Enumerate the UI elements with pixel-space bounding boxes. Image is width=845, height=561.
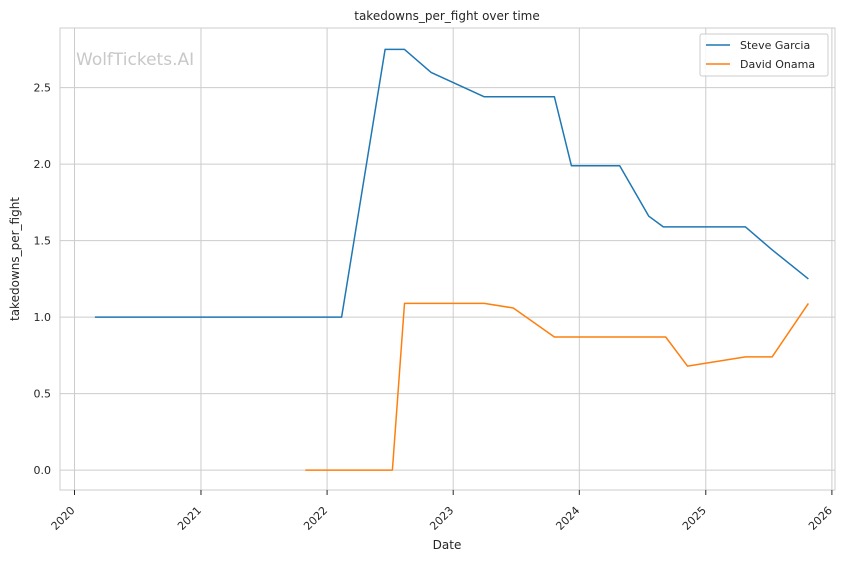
y-tick-label: 1.0 [34,311,52,324]
series-line-david-onama [305,302,810,471]
axis-ticks: 0.0 0.5 1.0 1.5 2.0 2.5 2020 2021 2022 2023 2024 20… [34,82,836,533]
watermark-text: WolfTickets.AI [76,50,194,70]
legend: Steve Garcia David Onama [699,33,829,77]
y-axis-title: takedowns_per_fight [8,197,22,321]
x-tick-label: 2025 [680,504,709,533]
series-lines [94,48,810,471]
x-tick-label: 2026 [806,504,835,533]
y-tick-label: 1.5 [34,235,52,248]
x-tick-label: 2021 [175,504,204,533]
y-tick-label: 2.0 [34,158,52,171]
y-tick-label: 2.5 [34,82,52,95]
plot-frame [59,27,836,491]
legend-box [699,33,829,77]
y-tick-label: 0.5 [34,388,52,401]
x-tick-label: 2020 [49,504,78,533]
x-tick-label: 2024 [553,504,582,533]
y-tick-label: 0.0 [34,464,52,477]
grid [60,28,835,490]
legend-label-david-onama: David Onama [740,58,815,71]
x-tick-label: 2023 [427,504,456,533]
legend-label-steve-garcia: Steve Garcia [740,39,810,52]
x-tick-label: 2022 [301,504,330,533]
x-axis-title: Date [433,538,462,552]
series-line-steve-garcia [94,48,809,318]
chart-title: takedowns_per_fight over time [354,9,540,23]
